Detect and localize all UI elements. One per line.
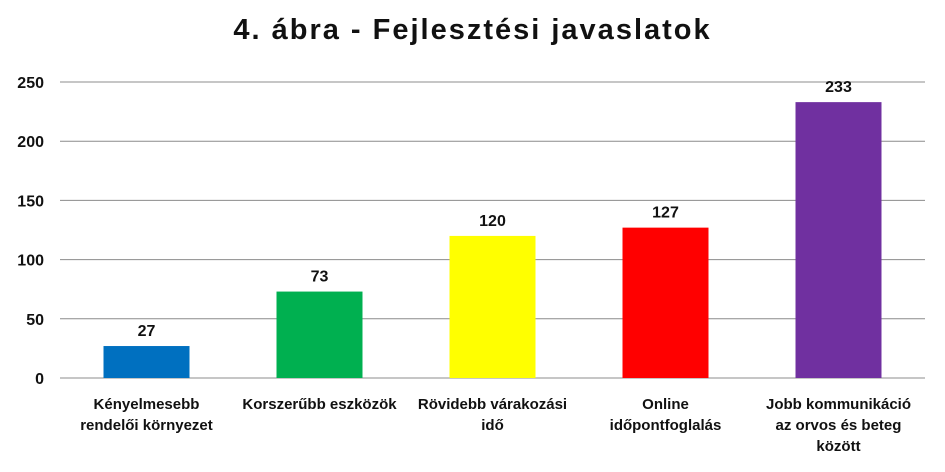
x-tick-label-line: Online	[642, 396, 689, 413]
data-label: 27	[138, 323, 156, 340]
x-tick-label-line: között	[816, 438, 860, 455]
x-tick-label: Online időpontfoglalás	[610, 396, 722, 434]
x-tick-label-line: az orvos és beteg	[776, 417, 902, 434]
x-tick-label-line: Korszerűbb eszközök	[242, 396, 397, 413]
data-label: 120	[479, 213, 506, 230]
x-tick-label: Korszerűbb eszközök	[242, 396, 397, 413]
x-tick-label-line: Jobb kommunikáció	[766, 396, 911, 413]
y-tick-label: 50	[26, 312, 44, 329]
bar	[103, 346, 190, 378]
x-tick-label-line: Kényelmesebb	[94, 396, 200, 413]
data-label: 127	[652, 205, 679, 222]
y-tick-label: 150	[17, 193, 44, 210]
data-label: 233	[825, 79, 852, 96]
x-tick-label-line: Rövidebb várakozási	[418, 396, 567, 413]
x-tick-label-line: időpontfoglalás	[610, 417, 722, 434]
chart-title: 4. ábra - Fejlesztési javaslatok	[233, 14, 712, 46]
y-tick-label: 0	[35, 371, 44, 388]
bar	[449, 235, 536, 378]
x-tick-label: Jobb kommunikáció az orvos és beteg között	[766, 396, 911, 455]
data-label: 73	[311, 269, 329, 286]
x-tick-label: Rövidebb várakozási idő	[418, 396, 567, 434]
x-tick-label: Kényelmesebb rendelői környezet	[80, 396, 213, 434]
x-tick-label-line: rendelői környezet	[80, 417, 213, 434]
bar	[276, 291, 363, 378]
bar	[622, 227, 709, 378]
y-tick-label: 250	[17, 75, 44, 92]
bar	[795, 102, 882, 379]
y-tick-label: 100	[17, 253, 44, 270]
x-tick-label-line: idő	[481, 417, 504, 434]
y-tick-label: 200	[17, 134, 44, 151]
